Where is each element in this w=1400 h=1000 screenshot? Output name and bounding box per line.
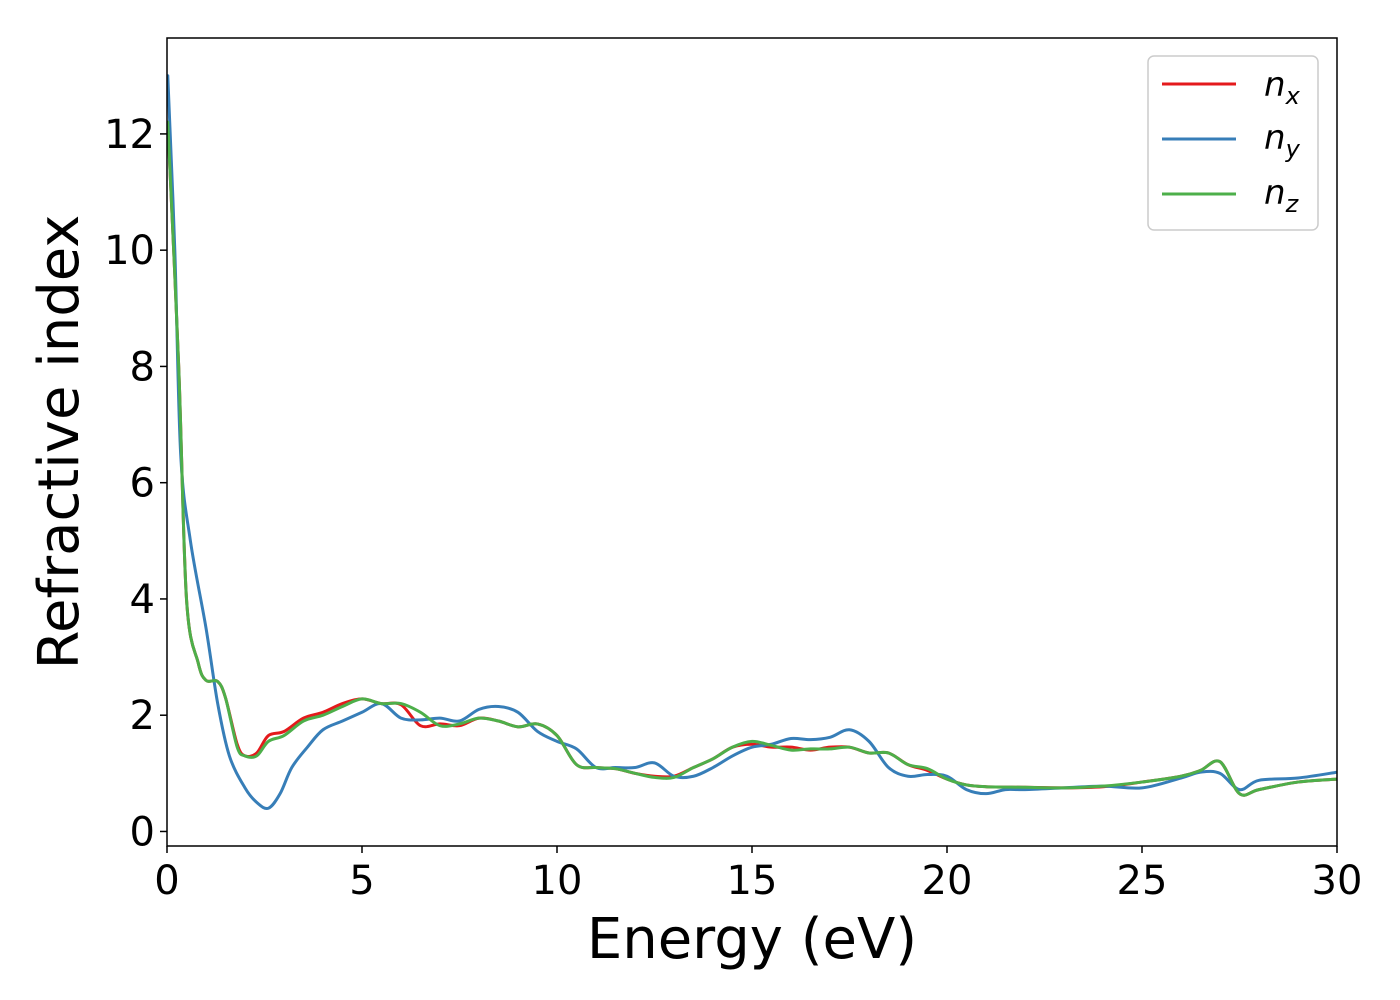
series-line-ny	[167, 74, 1337, 811]
series-line-nz	[167, 120, 1337, 797]
x-tick-label: 15	[727, 858, 778, 904]
x-tick-label: 25	[1117, 858, 1168, 904]
y-tick-label: 12	[104, 112, 155, 158]
x-axis: 0 5 10 15 20 25 30	[154, 846, 1362, 904]
series-layer	[167, 74, 1337, 811]
x-tick-label: 0	[154, 858, 179, 904]
y-axis: 0 2 4 6 8 10 12	[104, 112, 167, 855]
y-tick-label: 0	[130, 809, 155, 855]
x-tick-label: 20	[922, 858, 973, 904]
y-tick-label: 2	[130, 693, 155, 739]
y-tick-label: 8	[130, 344, 155, 390]
x-axis-label: Energy (eV)	[587, 907, 917, 972]
x-tick-label: 5	[349, 858, 374, 904]
y-tick-label: 4	[130, 577, 155, 623]
legend-label-ny: ny	[1264, 118, 1301, 163]
y-tick-label: 6	[130, 461, 155, 507]
legend-box	[1147, 55, 1319, 231]
legend-label-nz: nz	[1264, 173, 1300, 218]
x-tick-label: 30	[1312, 858, 1363, 904]
legend-label-nx: nx	[1264, 65, 1301, 110]
y-tick-label: 10	[104, 228, 155, 274]
legend: nx ny nz	[1147, 55, 1319, 231]
y-axis-label: Refractive index	[27, 215, 92, 670]
x-tick-label: 10	[532, 858, 583, 904]
